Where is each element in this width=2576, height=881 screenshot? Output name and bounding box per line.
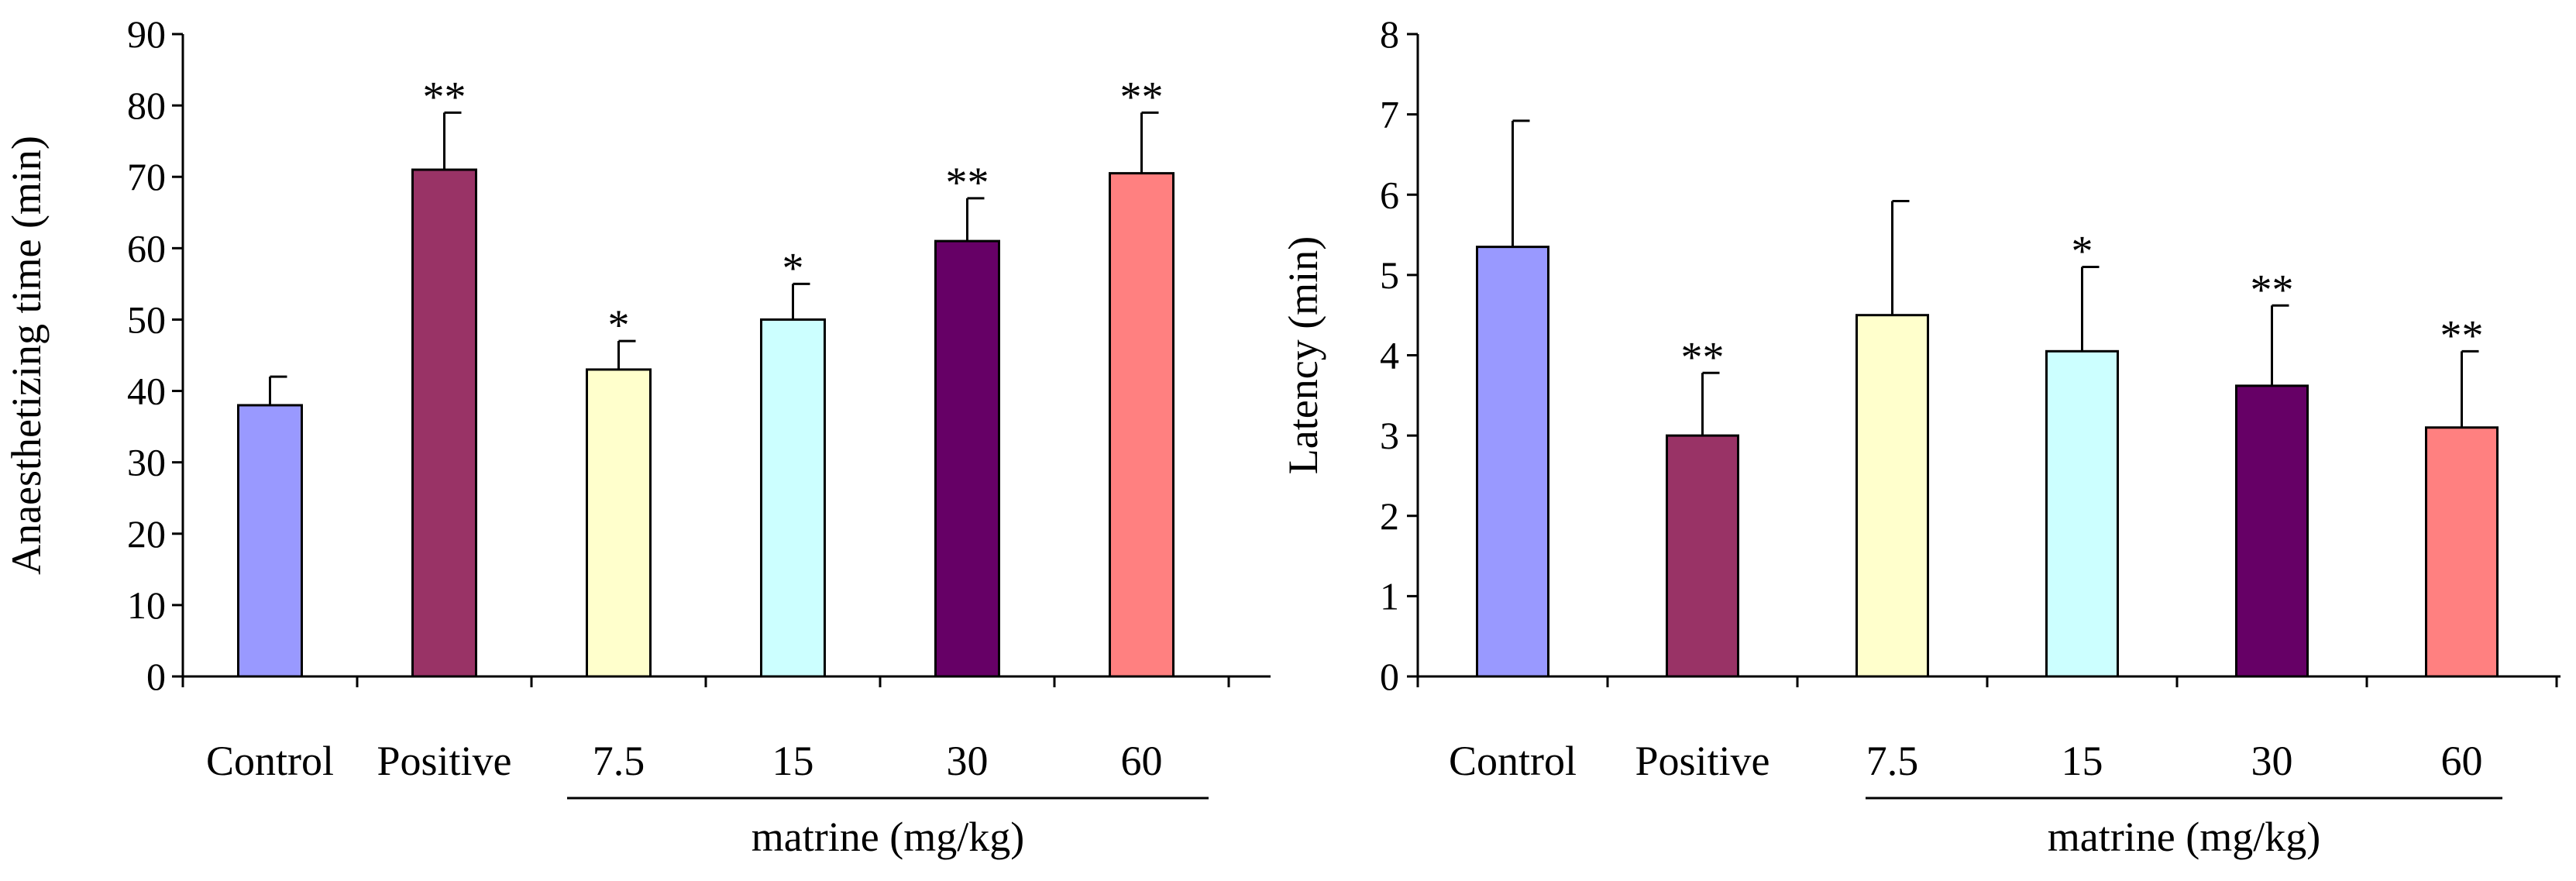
category-label: 60 bbox=[1121, 738, 1163, 784]
significance-marker: * bbox=[782, 244, 804, 292]
bar bbox=[1666, 434, 1739, 678]
y-tick-label: 5 bbox=[1380, 253, 1399, 297]
y-tick-label: 10 bbox=[127, 583, 166, 627]
bar bbox=[1855, 314, 1929, 678]
y-tick-label: 80 bbox=[127, 84, 166, 127]
significance-marker: ** bbox=[2251, 266, 2294, 314]
bar bbox=[934, 239, 1000, 678]
category-label: 15 bbox=[2062, 738, 2103, 784]
y-axis-title: Anaesthetizing time (min) bbox=[3, 136, 50, 575]
category-label: Positive bbox=[1635, 738, 1769, 784]
y-tick-label: 4 bbox=[1380, 334, 1399, 377]
y-tick-label: 6 bbox=[1380, 173, 1399, 216]
y-tick-label: 30 bbox=[127, 441, 166, 484]
bar bbox=[1109, 172, 1175, 678]
category-label: 7.5 bbox=[1866, 738, 1919, 784]
y-tick-label: 8 bbox=[1380, 12, 1399, 56]
y-tick-label: 70 bbox=[127, 155, 166, 198]
category-label: 30 bbox=[947, 738, 989, 784]
bar bbox=[237, 404, 303, 678]
bar bbox=[2045, 349, 2119, 678]
bar bbox=[1476, 246, 1549, 678]
category-label: 30 bbox=[2251, 738, 2293, 784]
bar bbox=[586, 368, 652, 678]
category-label: Control bbox=[206, 738, 334, 784]
y-tick-label: 2 bbox=[1380, 494, 1399, 538]
y-tick-label: 3 bbox=[1380, 414, 1399, 457]
significance-marker: ** bbox=[1681, 333, 1725, 381]
category-label: Control bbox=[1449, 738, 1577, 784]
significance-marker: ** bbox=[946, 159, 989, 207]
bar bbox=[411, 168, 477, 678]
group-label: matrine (mg/kg) bbox=[751, 814, 1024, 860]
y-tick-label: 50 bbox=[127, 298, 166, 341]
y-tick-label: 1 bbox=[1380, 574, 1399, 618]
significance-marker: * bbox=[2072, 228, 2093, 276]
y-tick-label: 7 bbox=[1380, 93, 1399, 136]
category-label: 60 bbox=[2441, 738, 2483, 784]
significance-marker: ** bbox=[1120, 73, 1164, 121]
group-label: matrine (mg/kg) bbox=[2048, 814, 2320, 860]
latency-chart: 0 1 2 3 4 5 6 7 8 Control ** Positive 7.5 * 15 ** 30 ** 60… bbox=[1280, 12, 2561, 860]
y-tick-label: 0 bbox=[146, 655, 166, 698]
significance-marker: ** bbox=[423, 73, 466, 121]
significance-marker: ** bbox=[2440, 311, 2484, 360]
y-tick-label: 0 bbox=[1380, 655, 1399, 698]
category-label: 7.5 bbox=[593, 738, 645, 784]
bar bbox=[2235, 384, 2309, 678]
bar bbox=[2425, 426, 2499, 678]
category-label: Positive bbox=[377, 738, 511, 784]
bar bbox=[760, 318, 826, 678]
anaesthetizing-time-chart: 0 10 20 30 40 50 60 70 80 90 Control ** Positive * 7.5… bbox=[3, 12, 1271, 860]
y-tick-label: 20 bbox=[127, 512, 166, 556]
y-tick-label: 60 bbox=[127, 226, 166, 270]
y-tick-label: 90 bbox=[127, 12, 166, 56]
significance-marker: * bbox=[608, 301, 630, 349]
y-tick-label: 40 bbox=[127, 370, 166, 413]
category-label: 15 bbox=[772, 738, 814, 784]
y-axis-title: Latency (min) bbox=[1280, 236, 1326, 474]
